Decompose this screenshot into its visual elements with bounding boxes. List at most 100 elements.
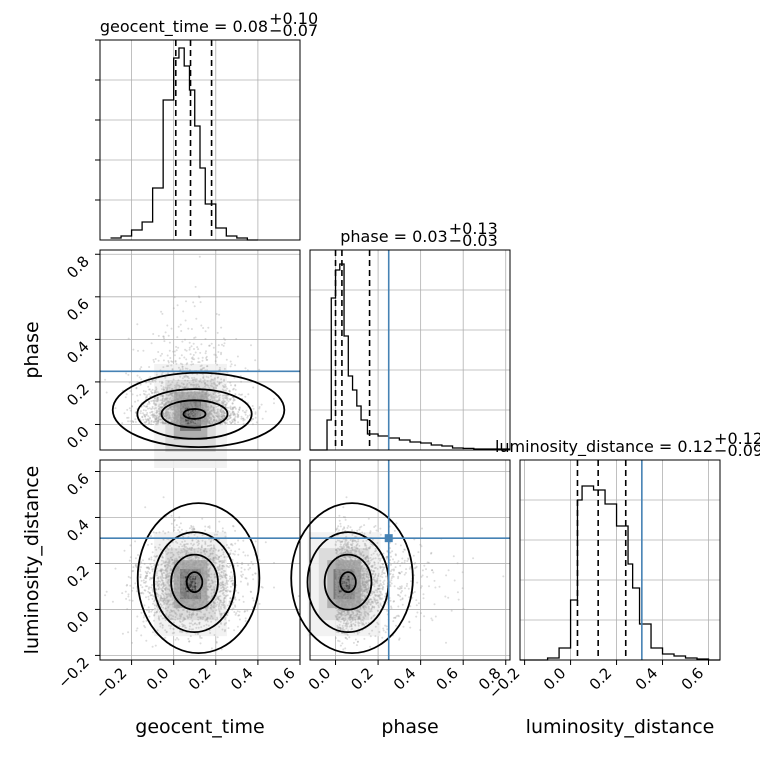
scatter-point [216, 380, 219, 383]
scatter-point [158, 415, 161, 418]
scatter-point [204, 525, 207, 528]
scatter-point [241, 409, 244, 412]
scatter-point [227, 627, 230, 630]
scatter-point [166, 354, 169, 357]
scatter-point [191, 422, 194, 425]
scatter-point [250, 560, 253, 563]
scatter-point [153, 403, 156, 406]
scatter-point [224, 618, 227, 621]
scatter-point [174, 386, 177, 389]
scatter-point [151, 597, 154, 600]
scatter-point [139, 412, 142, 415]
scatter-point [176, 617, 179, 620]
scatter-point [230, 571, 233, 574]
scatter-point [158, 622, 161, 625]
scatter-point [213, 353, 216, 356]
scatter-point [199, 378, 202, 381]
scatter-point [121, 592, 124, 595]
scatter-point [238, 408, 241, 411]
scatter-point [155, 423, 158, 425]
scatter-point [196, 601, 199, 604]
scatter-point [205, 417, 207, 420]
scatter-point [176, 381, 179, 384]
scatter-point [170, 610, 173, 612]
scatter-point [167, 606, 170, 609]
scatter-point [176, 637, 178, 639]
scatter-point [155, 574, 158, 577]
scatter-point [202, 380, 205, 383]
scatter-point [220, 409, 223, 412]
scatter-point [243, 568, 246, 571]
scatter-point [233, 553, 236, 556]
scatter-point [197, 568, 200, 571]
scatter-point [238, 393, 241, 396]
scatter-point [204, 543, 207, 546]
scatter-point [132, 421, 135, 423]
scatter-point [161, 352, 163, 355]
scatter-point [164, 569, 167, 572]
scatter-point [170, 547, 173, 549]
scatter-point [183, 586, 186, 589]
scatter-point [137, 349, 139, 352]
scatter-point [127, 631, 130, 634]
scatter-point [187, 327, 190, 330]
scatter-point [226, 586, 229, 589]
scatter-point [167, 615, 170, 618]
scatter-point [182, 394, 185, 397]
scatter-point [187, 404, 190, 407]
scatter-point [185, 363, 188, 366]
scatter-point [178, 394, 181, 397]
scatter-point [154, 607, 156, 610]
scatter-point [177, 409, 180, 412]
scatter-point [237, 415, 240, 418]
scatter-point [227, 546, 230, 549]
scatter-point [236, 416, 239, 419]
scatter-point [143, 581, 145, 584]
scatter-point [228, 390, 231, 393]
scatter-point [134, 557, 137, 560]
scatter-point [171, 392, 174, 395]
scatter-point [164, 560, 167, 563]
scatter-point [181, 402, 184, 405]
scatter-point [173, 526, 176, 529]
scatter-point [197, 348, 200, 351]
scatter-point [193, 383, 196, 386]
scatter-point [223, 342, 226, 345]
scatter-point [233, 406, 236, 409]
scatter-point [154, 644, 157, 647]
scatter-point [199, 415, 202, 418]
scatter-point [145, 572, 148, 575]
scatter-point [189, 596, 192, 599]
scatter-point [176, 403, 179, 406]
scatter-point [225, 579, 228, 582]
scatter-point [167, 365, 170, 367]
scatter-point [410, 580, 412, 583]
scatter-point [226, 589, 229, 592]
scatter-point [143, 604, 146, 607]
scatter-point [211, 617, 214, 620]
scatter-point [221, 388, 224, 391]
scatter-point [166, 400, 169, 402]
scatter-point [192, 384, 195, 387]
scatter-point [196, 397, 199, 400]
scatter-point [191, 419, 194, 422]
scatter-point [167, 360, 170, 362]
scatter-point [206, 576, 209, 579]
scatter-point [162, 496, 165, 499]
scatter-point [191, 379, 194, 382]
scatter-point [139, 584, 142, 587]
scatter-point [235, 338, 238, 340]
scatter-point [152, 358, 155, 361]
scatter-point [210, 416, 212, 419]
scatter-point [136, 627, 139, 630]
scatter-point [191, 539, 194, 541]
scatter-point [215, 405, 218, 408]
scatter-point [208, 417, 211, 420]
scatter-point [147, 407, 149, 410]
scatter-point [182, 383, 185, 386]
scatter-point [206, 408, 209, 411]
scatter-point [231, 582, 234, 585]
scatter-point [192, 354, 195, 356]
scatter-point [219, 606, 222, 608]
scatter-point [243, 411, 246, 414]
